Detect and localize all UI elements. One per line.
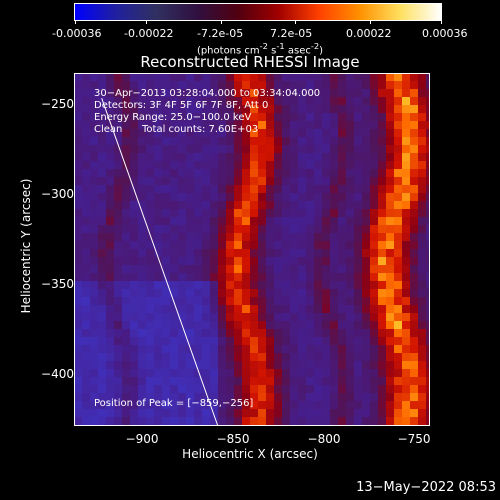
- y-tick-label-3: −400: [41, 367, 74, 381]
- y-tick-label-0: −250: [41, 97, 74, 111]
- colorbar-tick-0: [75, 20, 76, 24]
- colorbar-tick-label-1: -0.00022: [124, 27, 174, 40]
- plot-title: Reconstructed RHESSI Image: [140, 53, 360, 71]
- heatmap-image: [74, 73, 430, 426]
- x-tick-label-2: −800: [307, 432, 341, 446]
- colorbar-tick-label-4: 0.00022: [346, 27, 392, 40]
- colorbar-tick-3: [294, 20, 296, 24]
- colorbar-tick-5: [441, 20, 442, 24]
- x-tick-label-3: −750: [397, 432, 431, 446]
- detectors-text: Detectors: 3F 4F 5F 6F 7F 8F, Att 0: [94, 100, 269, 111]
- x-axis-label: Heliocentric X (arcsec): [182, 447, 318, 461]
- rhessi-image: 30−Apr−2013 03:28:04.000 to 03:34:04.000…: [74, 73, 430, 426]
- colorbar-tick-label-2: -7.2e-05: [197, 27, 244, 40]
- peak-position-text: Position of Peak = [−859,−256]: [94, 398, 254, 409]
- colorbar-tick-2: [221, 20, 223, 24]
- colorbar-tick-label-0: -0.00036: [52, 27, 102, 40]
- x-tick-label-1: −850: [216, 432, 250, 446]
- colorbar-tick-label-5: 0.00036: [422, 27, 468, 40]
- colorbar-tick-1: [146, 20, 148, 24]
- colorbar: [74, 3, 442, 21]
- colorbar-unit-label: (photons cm-2 s-1 asec-2): [196, 41, 324, 57]
- energy-range-text: Energy Range: 25.0−100.0 keV: [94, 112, 252, 123]
- y-axis-label: Heliocentric Y (arcsec): [19, 178, 33, 314]
- y-tick-label-2: −350: [41, 277, 74, 291]
- limb-line: [101, 98, 219, 426]
- solar-limb-line: [101, 98, 219, 426]
- x-tick-label-0: −900: [125, 432, 159, 446]
- time-range-text: 30−Apr−2013 03:28:04.000 to 03:34:04.000: [94, 88, 321, 99]
- colorbar-tick-label-3: 7.2e-05: [270, 27, 313, 40]
- y-tick-label-1: −300: [41, 187, 74, 201]
- clean-label: Clean: [94, 124, 123, 135]
- colorbar-tick-4: [369, 20, 371, 24]
- render-date: 13−May−2022 08:53: [356, 480, 496, 495]
- total-counts-text: Total counts: 7.60E+03: [142, 124, 259, 135]
